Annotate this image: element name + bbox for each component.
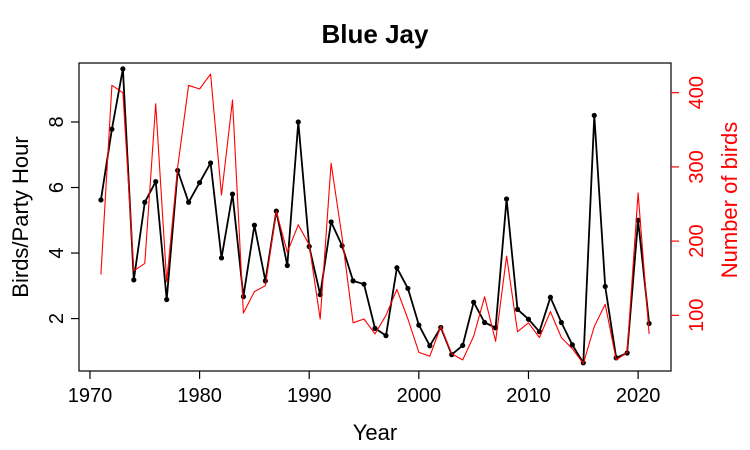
- data-point: [503, 196, 510, 202]
- series-group: [98, 66, 652, 366]
- data-point: [153, 179, 159, 185]
- data-point: [361, 281, 367, 287]
- data-point: [120, 66, 126, 72]
- y-left-tick-label: 8: [46, 116, 68, 127]
- data-point: [328, 219, 334, 225]
- data-point: [131, 277, 137, 283]
- x-axis-label: Year: [353, 420, 397, 445]
- y-left-tick-label: 4: [46, 247, 68, 258]
- data-point: [142, 199, 148, 205]
- data-point: [427, 343, 433, 349]
- data-point: [514, 306, 521, 312]
- data-point: [240, 294, 247, 300]
- data-point: [482, 319, 488, 326]
- data-point: [471, 299, 477, 305]
- y-axis-left: 2 4 6 8: [46, 116, 79, 324]
- data-point: [164, 296, 170, 303]
- y-right-tick-label: 100: [686, 299, 708, 332]
- y-right-tick-label: 200: [686, 224, 708, 257]
- data-point: [416, 322, 422, 328]
- y-right-tick-label: 400: [686, 76, 708, 109]
- x-tick-label: 2020: [616, 385, 661, 407]
- data-point: [591, 112, 597, 119]
- data-point: [218, 255, 225, 261]
- y-axis-label-right: Number of birds: [717, 122, 742, 279]
- y-left-tick-label: 2: [46, 313, 68, 324]
- data-point: [460, 342, 466, 349]
- series-line-birds-per-party-hour: [100, 68, 650, 364]
- data-point: [196, 179, 203, 186]
- data-point: [449, 352, 455, 358]
- data-point: [109, 126, 115, 132]
- data-point: [372, 325, 378, 332]
- data-point: [547, 294, 554, 300]
- data-point: [383, 333, 389, 339]
- x-tick-label: 2000: [397, 385, 442, 407]
- data-point: [251, 222, 258, 228]
- data-point: [295, 119, 301, 125]
- chart-title: Blue Jay: [322, 19, 429, 49]
- x-tick-label: 1990: [287, 385, 332, 407]
- data-point: [284, 262, 290, 269]
- data-point: [394, 265, 400, 271]
- data-point: [602, 283, 608, 290]
- plot-box: [78, 62, 672, 372]
- x-tick-label: 1970: [68, 385, 113, 407]
- x-tick-label: 2010: [506, 385, 551, 407]
- series-line-number-of-birds: [100, 73, 650, 365]
- data-point: [186, 199, 192, 205]
- y-axis-right: 100 200 300 400: [671, 76, 708, 332]
- data-point: [536, 329, 543, 335]
- data-point: [229, 191, 236, 197]
- x-tick-label: 1980: [177, 385, 222, 407]
- data-point: [525, 316, 532, 322]
- data-point: [207, 160, 214, 166]
- data-point: [558, 319, 564, 326]
- x-axis: 1970 1980 1990 2000 2010 2020: [68, 371, 661, 407]
- data-point: [646, 320, 652, 327]
- y-axis-label-left: Birds/Party Hour: [8, 136, 33, 297]
- data-point: [569, 342, 575, 348]
- data-point: [98, 197, 104, 203]
- y-right-tick-label: 300: [686, 150, 708, 183]
- data-point: [350, 278, 356, 284]
- data-point: [405, 285, 411, 292]
- y-left-tick-label: 6: [46, 182, 68, 193]
